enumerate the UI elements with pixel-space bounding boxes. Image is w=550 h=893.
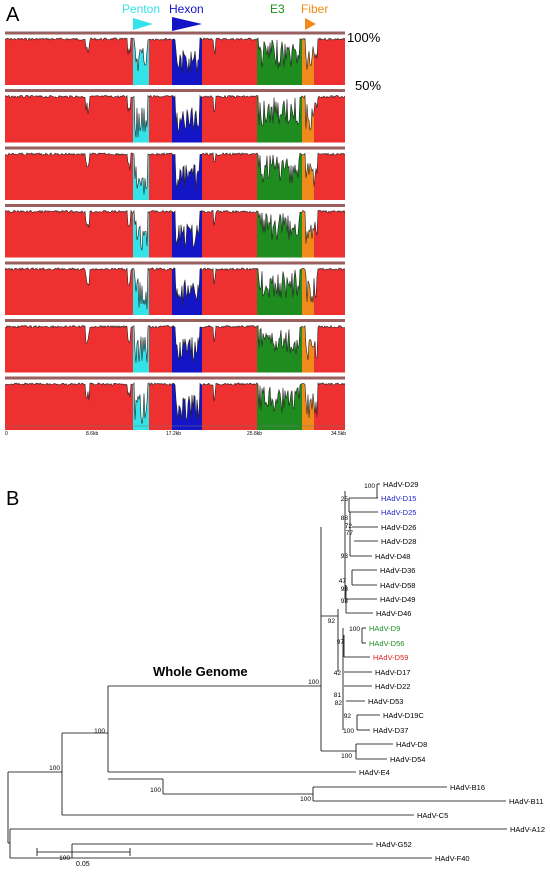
fiber-arrow-icon	[305, 18, 316, 30]
bootstrap-value: 88	[341, 515, 349, 522]
bootstrap-value: 81	[334, 692, 342, 699]
dissimilarity-area	[5, 320, 345, 363]
taxon-label: HAdV-B11	[509, 797, 543, 806]
taxon-label: HAdV-D15	[381, 494, 416, 503]
bootstrap-value: 77	[346, 530, 354, 537]
taxon-label: HAdV-D54	[390, 755, 425, 764]
taxon-label: HAdV-D36	[380, 566, 415, 575]
scale-bar-label: 0.05	[76, 861, 90, 868]
bootstrap-value: 100	[341, 753, 352, 760]
bootstrap-value: 100	[300, 796, 311, 803]
similarity-line	[4, 94, 346, 138]
taxon-label: HAdV-D26	[381, 523, 416, 532]
similarity-track	[4, 204, 346, 258]
taxon-label: HAdV-D53	[368, 697, 403, 706]
gene-header: Penton Hexon E3 Fiber	[122, 2, 328, 31]
taxon-label: HAdV-D59	[373, 653, 408, 662]
dissimilarity-area	[5, 205, 345, 251]
similarity-line	[4, 267, 346, 310]
gene-label-penton: Penton	[122, 2, 160, 16]
taxon-label: HAdV-D8	[396, 740, 427, 749]
taxon-label: HAdV-D9	[369, 624, 400, 633]
hexon-arrow-icon	[172, 17, 202, 31]
similarity-tracks	[4, 31, 346, 430]
taxon-label: HAdV-D19C	[383, 711, 424, 720]
similarity-track	[4, 319, 346, 373]
similarity-line	[4, 381, 346, 424]
taxon-label: HAdV-D28	[381, 537, 416, 546]
taxon-label: HAdV-G52	[376, 840, 412, 849]
taxon-label: HAdV-D56	[369, 639, 404, 648]
panel-b-phylogenetic-tree: B Whole Genome HAdV-D29HAdV-D15HAdV-D25H…	[6, 480, 545, 868]
taxon-label: HAdV-D17	[375, 668, 410, 677]
taxon-label: HAdV-D25	[381, 508, 416, 517]
panel-a-similarity-plot: A Penton Hexon E3 Fiber 100% 50% 0 8.6kb…	[4, 2, 381, 437]
dissimilarity-area	[5, 378, 345, 424]
bootstrap-value: 25	[341, 496, 349, 503]
taxon-label: HAdV-D49	[380, 595, 415, 604]
bootstrap-value: 100	[94, 728, 105, 735]
similarity-track	[4, 31, 346, 85]
bootstrap-value: 92	[328, 618, 336, 625]
similarity-line	[4, 209, 346, 251]
bootstrap-value: 100	[364, 483, 375, 490]
bootstrap-value: 92	[344, 713, 352, 720]
axis-tick-label: 34.5kb	[331, 431, 346, 437]
taxon-label: HAdV-D22	[375, 682, 410, 691]
gene-label-e3: E3	[270, 2, 285, 16]
bootstrap-value: 100	[308, 679, 319, 686]
bootstrap-value: 100	[349, 626, 360, 633]
tree-title: Whole Genome	[153, 664, 248, 679]
taxon-label: HAdV-C5	[417, 811, 448, 820]
taxon-label: HAdV-B16	[450, 783, 485, 792]
taxon-label: HAdV-F40	[435, 854, 470, 863]
scale-label-100: 100%	[347, 30, 381, 45]
dissimilarity-area	[5, 33, 345, 75]
similarity-line	[4, 152, 346, 195]
bootstrap-values: 1002588727793479898100974281829210010092…	[49, 483, 375, 862]
axis-tick-label: 0	[5, 431, 8, 437]
axis-tick-label: 8.6kb	[86, 431, 98, 437]
gene-label-fiber: Fiber	[301, 2, 328, 16]
penton-arrow-icon	[133, 18, 153, 30]
taxon-label: HAdV-D46	[376, 609, 411, 618]
bootstrap-value: 93	[341, 553, 349, 560]
gene-label-hexon: Hexon	[169, 2, 204, 16]
bootstrap-value: 82	[335, 700, 343, 707]
taxon-label: HAdV-D58	[380, 581, 415, 590]
taxon-label: HAdV-D48	[375, 552, 410, 561]
similarity-line	[4, 324, 346, 363]
bootstrap-value: 100	[150, 787, 161, 794]
genome-axis: 0 8.6kb 17.2kb 25.8kb 34.5kb	[5, 425, 346, 437]
taxon-label: HAdV-D29	[383, 480, 418, 489]
panel-a-label: A	[6, 4, 20, 26]
scale-bar: 0.05	[36, 848, 131, 868]
panel-b-label: B	[6, 488, 19, 510]
bootstrap-value: 98	[341, 598, 349, 605]
similarity-track	[4, 146, 346, 200]
bootstrap-value: 98	[341, 586, 349, 593]
similarity-track	[4, 261, 346, 315]
axis-tick-label: 17.2kb	[166, 431, 181, 437]
taxon-label: HAdV-A12	[510, 825, 545, 834]
dissimilarity-area	[5, 263, 345, 310]
similarity-track	[4, 89, 346, 143]
bootstrap-value: 97	[337, 639, 345, 646]
bootstrap-value: 100	[343, 728, 354, 735]
similarity-line	[4, 37, 346, 75]
tree-taxa: HAdV-D29 HAdV-D15 HAdV-D25 HAdV-D26 HAdV-D28…	[359, 480, 545, 863]
scale-label-50: 50%	[355, 78, 381, 93]
bootstrap-value: 42	[334, 670, 342, 677]
dissimilarity-area	[5, 90, 345, 138]
axis-tick-label: 25.8kb	[247, 431, 262, 437]
bootstrap-value: 72	[345, 523, 353, 530]
bootstrap-value: 47	[339, 578, 347, 585]
similarity-track	[4, 376, 346, 430]
taxon-label: HAdV-D37	[373, 726, 408, 735]
tree-branches	[7, 483, 507, 859]
taxon-label: HAdV-E4	[359, 768, 390, 777]
bootstrap-value: 100	[59, 855, 70, 862]
bootstrap-value: 100	[49, 765, 60, 772]
